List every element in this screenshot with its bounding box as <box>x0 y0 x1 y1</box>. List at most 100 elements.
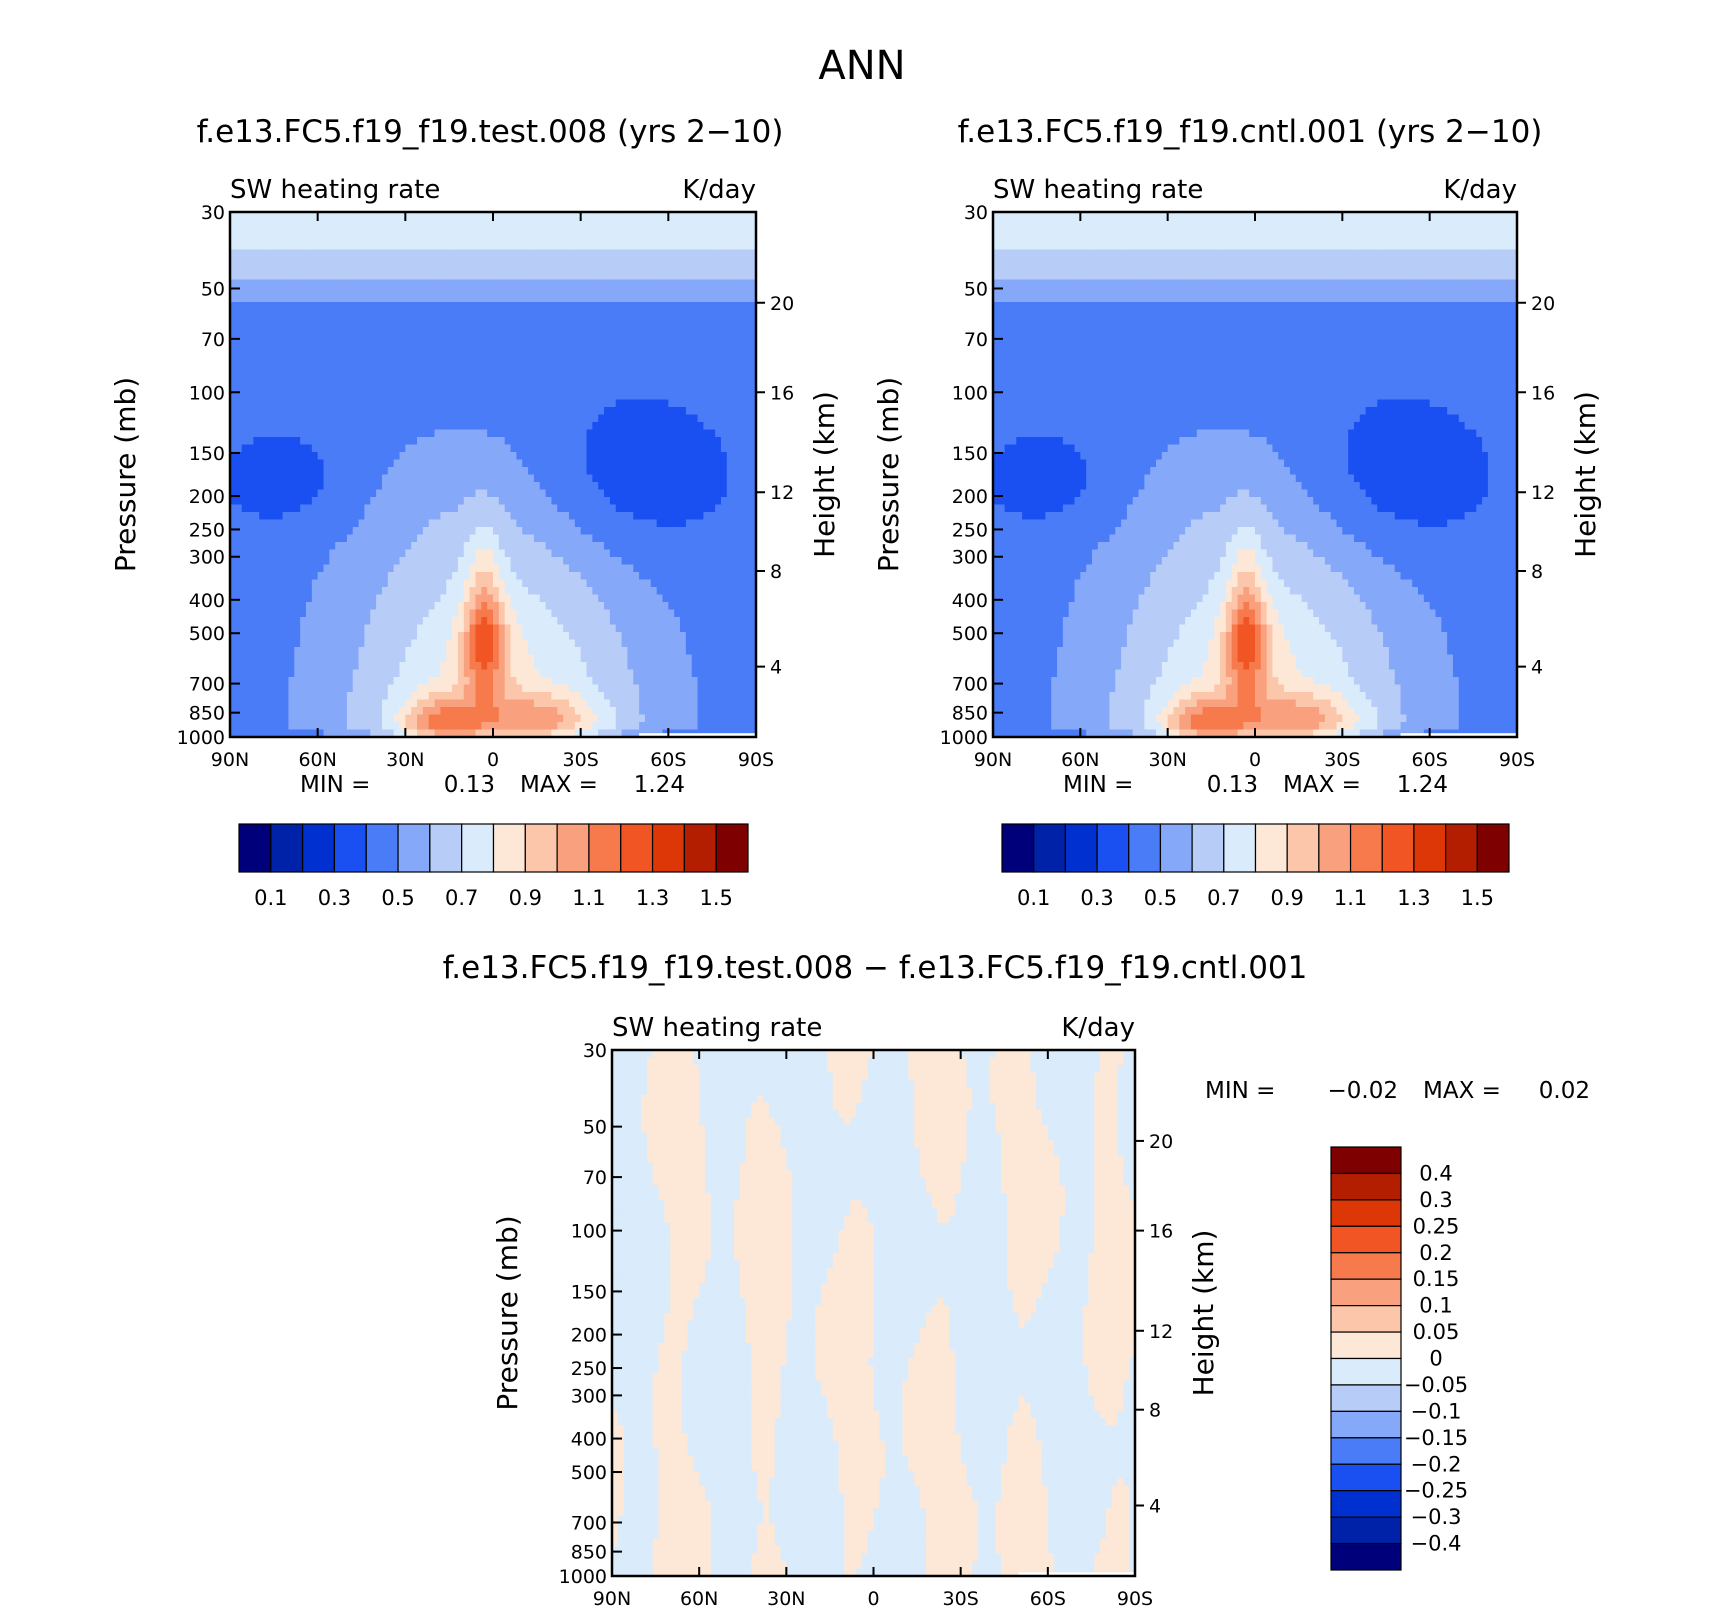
field-cell <box>493 557 500 566</box>
field-cell <box>551 489 558 498</box>
field-cell <box>294 549 301 558</box>
field-cell <box>680 549 687 558</box>
field-cell <box>399 309 406 318</box>
field-cell <box>732 399 740 408</box>
field-cell <box>329 542 336 551</box>
field-cell <box>387 302 395 311</box>
field-cell <box>726 617 734 626</box>
field-cell <box>422 249 430 258</box>
field-cell <box>417 489 424 498</box>
field-cell <box>487 489 494 498</box>
field-cell <box>720 407 728 416</box>
field-cell <box>609 317 617 326</box>
field-cell <box>241 504 249 513</box>
field-cell <box>732 579 740 588</box>
field-cell <box>364 407 371 416</box>
field-cell <box>481 564 488 573</box>
field-cell <box>259 504 266 513</box>
field-cell <box>662 557 669 566</box>
field-cell <box>539 482 547 491</box>
field-cell <box>475 347 482 356</box>
field-cell <box>750 332 757 341</box>
field-cell <box>481 279 488 288</box>
field-cell <box>446 497 453 506</box>
field-cell <box>557 542 564 551</box>
field-cell <box>615 564 623 573</box>
field-cell <box>750 422 757 431</box>
field-cell <box>241 452 249 461</box>
field-cell <box>381 287 389 296</box>
field-cell <box>598 362 605 371</box>
field-cell <box>510 504 517 513</box>
field-cell <box>270 212 278 221</box>
field-cell <box>335 287 342 296</box>
field-cell <box>697 459 704 468</box>
field-cell <box>463 542 471 551</box>
field-cell <box>300 459 307 468</box>
field-cell <box>545 557 553 566</box>
field-cell <box>580 369 588 378</box>
field-cell <box>393 234 401 243</box>
field-cell <box>358 377 366 386</box>
field-cell <box>580 392 588 401</box>
field-cell <box>498 287 506 296</box>
field-cell <box>457 384 465 393</box>
field-cell <box>253 257 260 266</box>
field-cell <box>674 564 681 573</box>
field-cell <box>463 557 471 566</box>
field-cell <box>644 324 652 333</box>
field-cell <box>305 617 313 626</box>
field-cell <box>352 437 360 446</box>
field-cell <box>568 332 576 341</box>
field-cell <box>417 534 424 543</box>
field-cell <box>545 482 553 491</box>
field-cell <box>265 242 272 251</box>
field-cell <box>493 392 500 401</box>
field-cell <box>317 542 325 551</box>
field-cell <box>592 512 599 521</box>
field-cell <box>498 542 506 551</box>
field-cell <box>405 249 412 258</box>
field-cell <box>592 384 599 393</box>
field-cell <box>644 369 652 378</box>
field-cell <box>516 369 523 378</box>
field-cell <box>276 557 284 566</box>
field-cell <box>457 519 465 528</box>
field-cell <box>621 617 629 626</box>
field-cell <box>253 542 260 551</box>
field-cell <box>528 422 535 431</box>
field-cell <box>621 384 629 393</box>
field-cell <box>387 594 395 603</box>
field-cell <box>726 444 734 453</box>
field-cell <box>323 519 330 528</box>
field-cell <box>405 212 412 221</box>
field-cell <box>335 317 342 326</box>
field-cell <box>674 527 681 536</box>
field-cell <box>522 347 529 356</box>
field-cell <box>288 287 295 296</box>
field-cell <box>604 347 611 356</box>
field-cell <box>393 512 401 521</box>
field-cell <box>498 557 506 566</box>
field-cell <box>539 399 547 408</box>
field-cell <box>276 219 284 228</box>
field-cell <box>457 227 465 236</box>
field-cell <box>230 339 237 348</box>
field-cell <box>364 309 371 318</box>
field-cell <box>668 542 675 551</box>
field-cell <box>329 609 336 618</box>
field-cell <box>241 264 249 273</box>
field-cell <box>650 512 658 521</box>
field-cell <box>697 437 704 446</box>
field-cell <box>738 579 745 588</box>
field-cell <box>551 519 558 528</box>
field-cell <box>720 444 728 453</box>
field-cell <box>323 467 330 476</box>
field-cell <box>276 617 284 626</box>
field-cell <box>551 287 558 296</box>
field-cell <box>750 489 757 498</box>
field-cell <box>668 309 675 318</box>
field-cell <box>592 549 599 558</box>
field-cell <box>265 324 272 333</box>
field-cell <box>510 339 517 348</box>
